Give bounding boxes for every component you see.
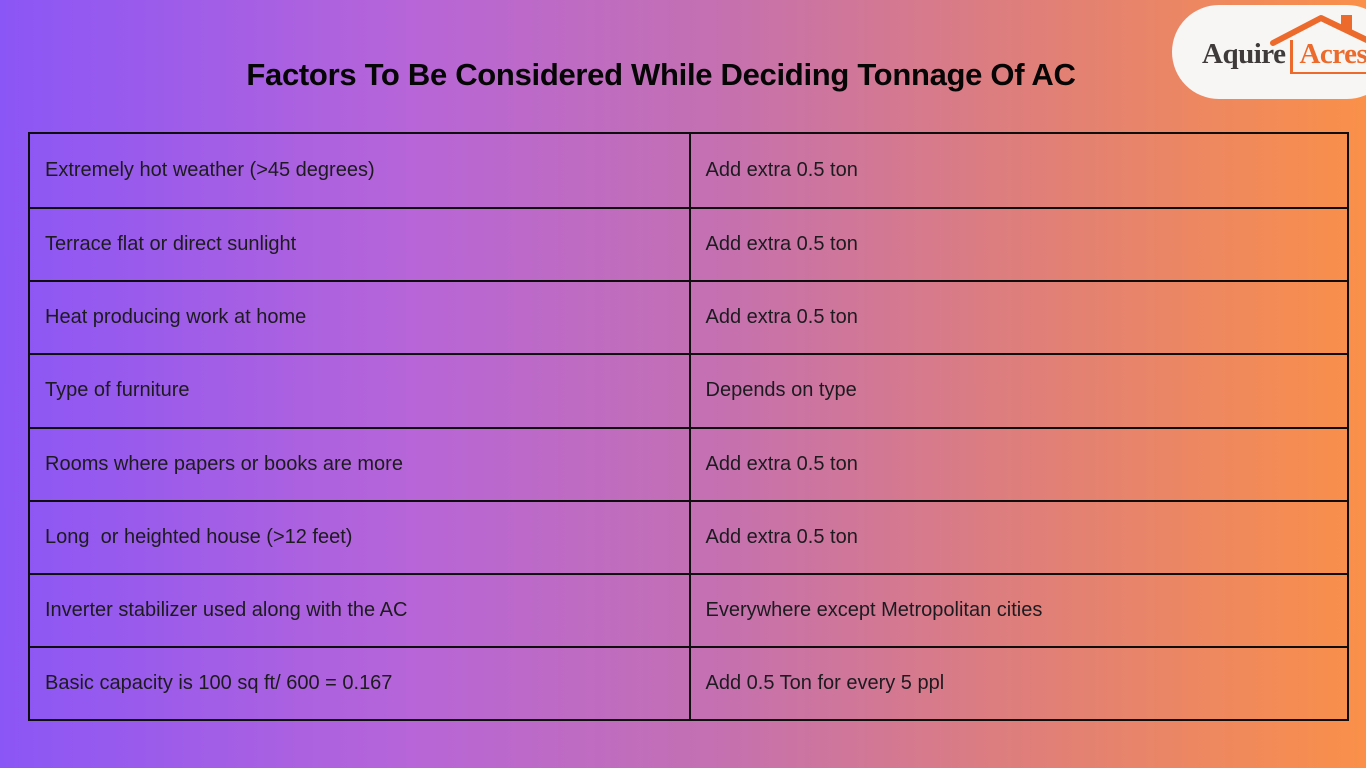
action-cell: Add extra 0.5 ton	[688, 280, 1347, 354]
action-cell: Add extra 0.5 ton	[688, 499, 1347, 573]
action-cell: Depends on type	[688, 353, 1347, 427]
factor-cell: Terrace flat or direct sunlight	[30, 207, 689, 280]
factor-cell: Extremely hot weather (>45 degrees)	[45, 159, 375, 182]
action-cell: Add extra 0.5 ton	[688, 207, 1347, 281]
logo-acres-block: Acres	[1270, 15, 1366, 74]
factor-cell: Rooms where papers or books are more	[30, 426, 689, 500]
logo-word-acres: Acres	[1299, 38, 1366, 70]
brand-logo: Aquire Acres	[1202, 15, 1366, 74]
factor-cell: Basic capacity is 100 sq ft/ 600 = 0.167	[30, 645, 689, 719]
factor-cell: Type of furniture	[30, 353, 689, 426]
factor-cell: Inverter stabilizer used along with the …	[30, 572, 689, 646]
tonnage-factors-table: Extremely hot weather (>45 degrees) Add …	[28, 132, 1349, 721]
factor-cell: Long or heighted house (>12 feet)	[30, 499, 689, 573]
action-cell: Add extra 0.5 ton	[688, 426, 1347, 500]
factor-cell: Heat producing work at home	[30, 280, 689, 353]
logo-word-aquire: Aquire	[1202, 38, 1286, 70]
action-cell: Add extra 0.5 ton	[688, 134, 1348, 208]
action-cell: Add 0.5 Ton for every 5 ppl	[688, 645, 1347, 719]
page-title: Factors To Be Considered While Deciding …	[246, 57, 1076, 92]
action-cell: Everywhere except Metropolitan cities	[688, 572, 1347, 646]
brand-logo-pill: Aquire Acres	[1172, 5, 1366, 99]
